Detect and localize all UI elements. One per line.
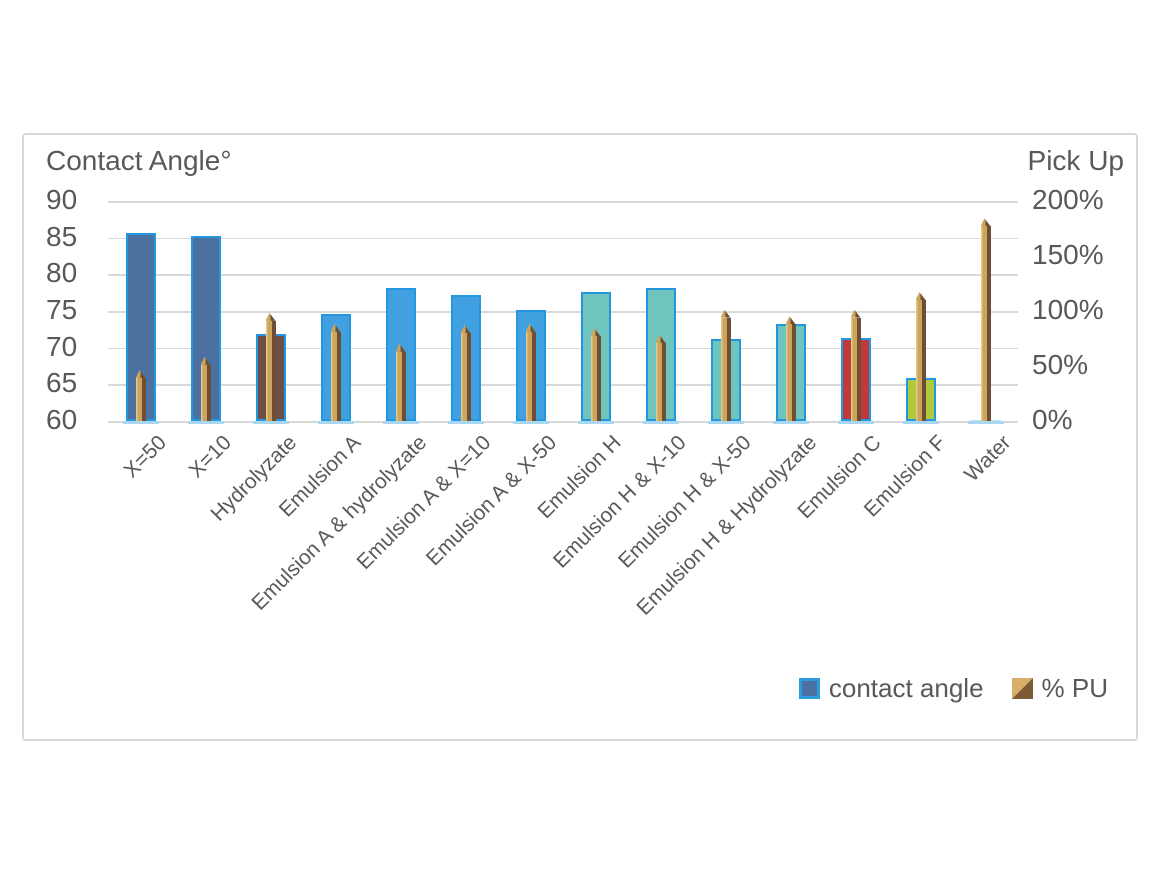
bar-base-strip — [577, 421, 614, 424]
y-axis-tick-label: 90 — [46, 184, 78, 215]
bar-pu — [135, 378, 146, 421]
bar-pu — [655, 342, 666, 421]
y-axis-tick-label: 80 — [46, 257, 78, 289]
y-axis-tick-label: 75 — [46, 294, 78, 325]
bar-pu — [980, 226, 991, 421]
gridline — [108, 311, 1018, 313]
bar-base-strip — [512, 421, 549, 424]
secondary-axis-tick-label: 200% — [1032, 184, 1104, 215]
gridline — [108, 421, 1018, 423]
y-axis-tick-label: 65 — [46, 367, 78, 399]
legend-label: contact angle — [828, 673, 984, 703]
legend-label: % PU — [1041, 673, 1108, 703]
x-axis-category-label: Water — [960, 431, 1016, 487]
bar-pu-cap — [135, 370, 146, 379]
bar-base-strip — [902, 421, 939, 424]
bar-base-strip — [772, 421, 809, 424]
legend-swatch-pu-icon — [1011, 678, 1033, 699]
bar-base-strip — [252, 421, 289, 424]
chart-box: Contact Angle° Pick Up 90 85 80 75 70 65 60 200… — [22, 133, 1138, 741]
bar-contact-angle — [125, 232, 156, 421]
left-axis-title: Contact Angle° — [46, 145, 232, 176]
bar-pu — [525, 331, 536, 421]
bar-pu-cap — [590, 328, 601, 337]
bar-base-strip — [382, 421, 419, 424]
gridline — [108, 201, 1018, 203]
bar-base-strip — [642, 421, 679, 424]
legend-item: % PU — [1011, 673, 1108, 704]
bar-pu — [915, 300, 926, 421]
bar-base-strip — [837, 421, 874, 424]
y-axis-tick-label: 70 — [46, 330, 78, 362]
bar-pu-cap — [200, 356, 211, 365]
legend-item: contact angle — [798, 673, 984, 704]
bar-base-strip — [707, 421, 744, 424]
bar-pu — [590, 336, 601, 421]
bar-pu-cap — [850, 309, 861, 318]
gridline — [108, 274, 1018, 276]
bar-pu — [460, 333, 471, 421]
bar-pu — [395, 351, 406, 421]
bar-pu — [785, 324, 796, 421]
secondary-axis-tick-label: 150% — [1032, 239, 1104, 270]
x-axis-category-label: X=50 — [119, 431, 171, 483]
bar-pu-cap — [980, 218, 991, 227]
bar-base-strip — [447, 421, 484, 424]
bar-base-strip — [317, 421, 354, 424]
bar-base-strip — [122, 421, 159, 424]
secondary-axis-tick-label: 0% — [1032, 404, 1073, 435]
secondary-axis-tick-label: 100% — [1032, 294, 1104, 325]
bar-pu-cap — [330, 323, 341, 332]
bar-pu-cap — [460, 325, 471, 333]
bar-pu — [330, 331, 341, 421]
bar-pu — [720, 317, 731, 421]
bar-pu — [850, 317, 861, 421]
bar-pu-cap — [395, 343, 406, 352]
y-axis-tick-label: 60 — [46, 404, 78, 435]
bar-pu-cap — [915, 292, 926, 300]
right-axis-title: Pick Up — [1027, 145, 1124, 176]
gridline — [108, 384, 1018, 386]
bar-pu-cap — [785, 316, 796, 325]
bar-pu-cap — [720, 309, 731, 318]
bar-pu-cap — [655, 334, 666, 343]
bar-base-strip — [967, 421, 1004, 424]
gridline — [108, 347, 1018, 350]
bar-base-strip — [187, 421, 224, 424]
x-axis-category-label: X=10 — [184, 431, 236, 483]
bar-pu — [200, 364, 211, 421]
bar-pu-cap — [265, 312, 276, 321]
y-axis-tick-label: 85 — [46, 220, 78, 252]
secondary-axis-tick-label: 50% — [1032, 349, 1089, 380]
bar-pu-cap — [525, 323, 536, 332]
chart-legend: contact angle % PU — [798, 673, 1108, 704]
chart-area: Contact Angle° Pick Up 90 85 80 75 70 65 60 200… — [24, 135, 1136, 739]
legend-swatch-contact-angle-icon — [798, 678, 820, 699]
gridline — [108, 237, 1018, 240]
bar-pu — [265, 320, 276, 421]
